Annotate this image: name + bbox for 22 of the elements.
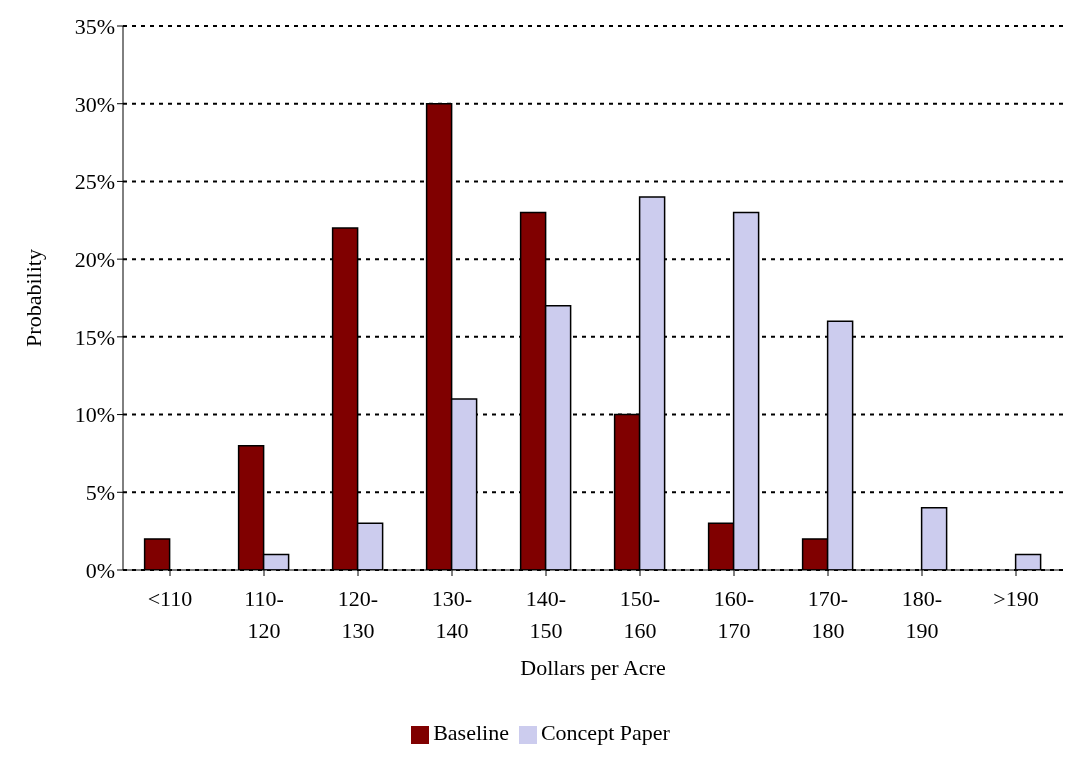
x-tick-label: 130-140 [431,586,473,643]
x-tick-label: 180-190 [901,586,943,643]
x-tick-label: <110 [147,586,193,611]
x-tick-label: 160-170 [713,586,755,643]
x-tick-label: 110-120 [244,586,284,643]
y-tick-label: 30% [74,91,115,117]
legend-label: Concept Paper [540,720,670,745]
y-tick-label: 20% [74,246,115,272]
x-tick-label: 150-160 [619,586,661,643]
y-tick-label: 0% [85,557,115,583]
y-tick-label: 25% [74,169,115,195]
x-tick-label: 170-180 [807,586,849,643]
y-tick-label: 35% [74,13,115,39]
y-tick-label: 15% [74,324,115,350]
y-axis-title: Probability [20,249,46,347]
x-tick-label: 140-150 [525,586,567,643]
x-axis-title: Dollars per Acre [520,655,666,680]
y-tick-label: 5% [85,480,115,506]
x-tick-label: >190 [993,586,1039,611]
y-tick-label: 10% [74,402,115,428]
legend-label: Baseline [433,720,509,745]
x-tick-label: 120-130 [337,586,379,643]
